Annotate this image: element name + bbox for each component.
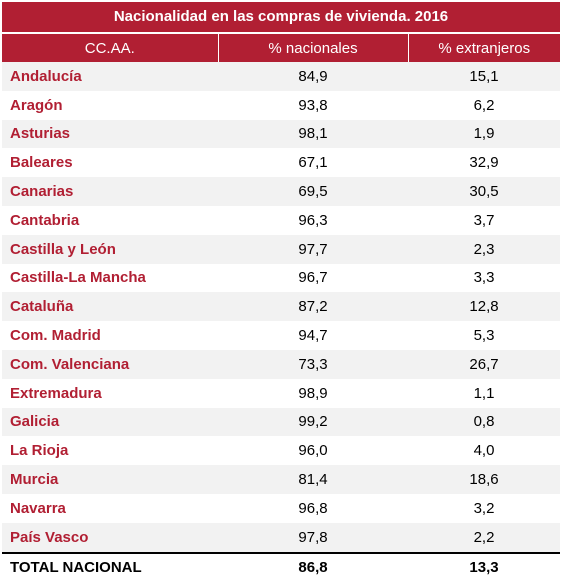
total-extranjeros: 13,3 [408, 551, 560, 582]
column-header-ccaa: CC.AA. [2, 34, 219, 62]
extranjeros-cell: 0,8 [408, 407, 560, 437]
table-row: Castilla y León 97,7 2,3 [2, 234, 560, 264]
nacionales-cell: 73,3 [218, 349, 408, 379]
table-row: Andalucía 84,9 15,1 [2, 62, 560, 91]
nacionales-cell: 93,8 [218, 90, 408, 120]
region-cell: Andalucía [2, 62, 218, 91]
nacionales-cell: 97,7 [218, 234, 408, 264]
table-row: Extremadura 98,9 1,1 [2, 378, 560, 408]
column-header-nacionales: % nacionales [218, 34, 409, 62]
total-nacionales: 86,8 [218, 551, 408, 582]
extranjeros-cell: 2,3 [408, 234, 560, 264]
nacionales-cell: 94,7 [218, 321, 408, 350]
nacionales-cell: 99,2 [218, 407, 408, 437]
nacionales-cell: 69,5 [218, 177, 408, 206]
region-cell: Com. Madrid [2, 321, 218, 350]
extranjeros-cell: 3,7 [408, 205, 560, 235]
extranjeros-cell: 32,9 [408, 148, 560, 178]
region-cell: Com. Valenciana [2, 349, 218, 379]
total-label: TOTAL NACIONAL [2, 551, 218, 582]
extranjeros-cell: 30,5 [408, 177, 560, 206]
nacionales-cell: 98,1 [218, 119, 408, 149]
table-row: La Rioja 96,0 4,0 [2, 436, 560, 466]
region-cell: Cataluña [2, 292, 218, 322]
extranjeros-cell: 3,2 [408, 493, 560, 523]
region-cell: Cantabria [2, 205, 218, 235]
table-row: País Vasco 97,8 2,2 [2, 522, 560, 553]
extranjeros-cell: 1,1 [408, 378, 560, 408]
extranjeros-cell: 2,2 [408, 522, 560, 553]
extranjeros-cell: 5,3 [408, 321, 560, 350]
table-row: Canarias 69,5 30,5 [2, 177, 560, 206]
table-row: Asturias 98,1 1,9 [2, 119, 560, 149]
region-cell: Galicia [2, 407, 218, 437]
region-cell: País Vasco [2, 522, 218, 553]
region-cell: Navarra [2, 493, 218, 523]
extranjeros-cell: 18,6 [408, 465, 560, 494]
region-cell: Castilla y León [2, 234, 218, 264]
nacionales-cell: 96,7 [218, 263, 408, 293]
nacionales-cell: 96,8 [218, 493, 408, 523]
nacionales-cell: 96,0 [218, 436, 408, 466]
header-row: CC.AA. % nacionales % extranjeros [2, 34, 560, 62]
region-cell: La Rioja [2, 436, 218, 466]
nacionales-cell: 97,8 [218, 522, 408, 553]
table-row: Galicia 99,2 0,8 [2, 407, 560, 437]
nacionales-cell: 87,2 [218, 292, 408, 322]
total-row: TOTAL NACIONAL 86,8 13,3 [2, 551, 560, 582]
region-cell: Baleares [2, 148, 218, 178]
extranjeros-cell: 26,7 [408, 349, 560, 379]
nacionales-cell: 96,3 [218, 205, 408, 235]
extranjeros-cell: 4,0 [408, 436, 560, 466]
table-row: Com. Valenciana 73,3 26,7 [2, 349, 560, 379]
nacionales-cell: 67,1 [218, 148, 408, 178]
extranjeros-cell: 1,9 [408, 119, 560, 149]
nacionales-cell: 81,4 [218, 465, 408, 494]
table-row: Cantabria 96,3 3,7 [2, 205, 560, 235]
nacionales-cell: 84,9 [218, 62, 408, 91]
table-row: Murcia 81,4 18,6 [2, 465, 560, 494]
table-row: Com. Madrid 94,7 5,3 [2, 321, 560, 350]
extranjeros-cell: 6,2 [408, 90, 560, 120]
table-row: Cataluña 87,2 12,8 [2, 292, 560, 322]
table-row: Navarra 96,8 3,2 [2, 493, 560, 523]
region-cell: Extremadura [2, 378, 218, 408]
table-title: Nacionalidad en las compras de vivienda.… [2, 2, 560, 34]
column-header-extranjeros: % extranjeros [408, 34, 560, 62]
region-cell: Asturias [2, 119, 218, 149]
table-row: Castilla-La Mancha 96,7 3,3 [2, 263, 560, 293]
region-cell: Murcia [2, 465, 218, 494]
region-cell: Canarias [2, 177, 218, 206]
data-table: CC.AA. % nacionales % extranjeros Andalu… [2, 34, 560, 582]
region-cell: Aragón [2, 90, 218, 120]
extranjeros-cell: 12,8 [408, 292, 560, 322]
region-cell: Castilla-La Mancha [2, 263, 218, 293]
nacionales-cell: 98,9 [218, 378, 408, 408]
extranjeros-cell: 3,3 [408, 263, 560, 293]
table-row: Baleares 67,1 32,9 [2, 148, 560, 178]
extranjeros-cell: 15,1 [408, 62, 560, 91]
table-row: Aragón 93,8 6,2 [2, 90, 560, 120]
